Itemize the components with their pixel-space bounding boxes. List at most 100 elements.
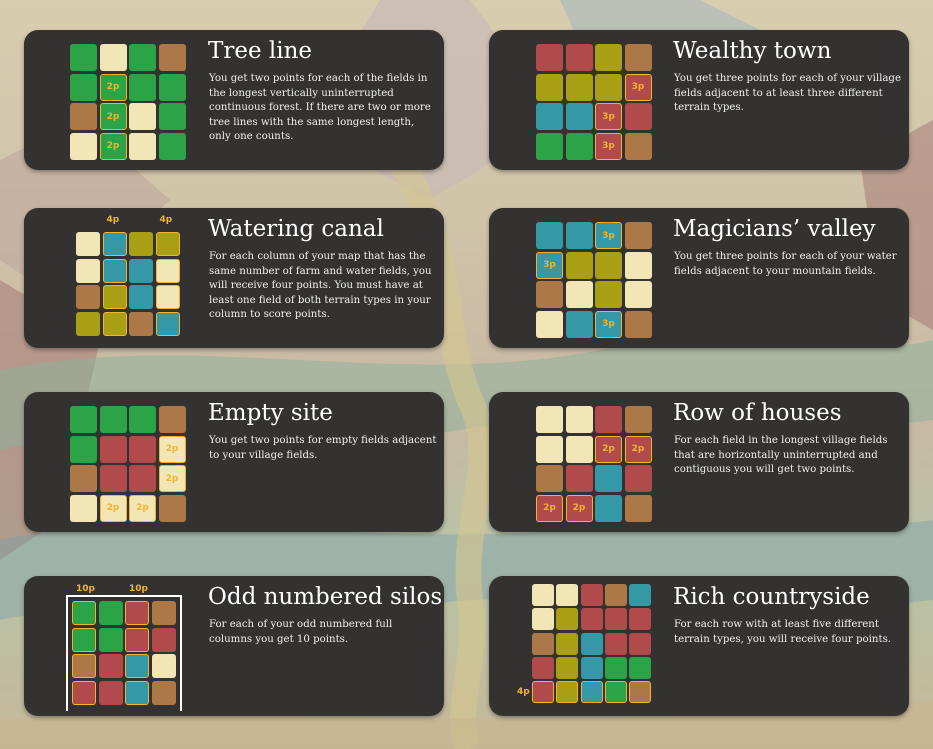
row-score-label: 4p xyxy=(517,687,530,698)
map-cell-village xyxy=(532,656,554,679)
map-cell-water xyxy=(536,222,563,249)
card-title: Wealthy town xyxy=(673,38,832,64)
map-cell-farm xyxy=(565,281,593,308)
map-cell-water: 3p xyxy=(595,310,622,338)
map-cell-forest xyxy=(98,601,123,625)
map-cell-farm xyxy=(151,654,176,678)
map-cell-forest xyxy=(158,132,186,160)
scoring-card[interactable]: Watering canal For each column of your ma… xyxy=(24,208,444,348)
map-cell-water xyxy=(102,258,127,283)
map-cell-water xyxy=(125,654,149,678)
map-cell-monster xyxy=(102,311,127,336)
map-cell-empty xyxy=(72,654,96,678)
map-cell-empty xyxy=(536,281,563,308)
map-cell-empty xyxy=(624,222,652,249)
map-cell-empty xyxy=(536,465,563,492)
card-description: You get three points for each of your wa… xyxy=(674,251,897,277)
map-cell-village xyxy=(532,681,554,704)
map-cell-water xyxy=(595,494,622,522)
card-title: Odd numbered silos xyxy=(208,584,443,610)
map-cell-forest xyxy=(604,681,627,704)
map-cell-water: 3p xyxy=(595,222,622,249)
card-title: Empty site xyxy=(208,400,333,426)
map-cell-forest: 2p xyxy=(99,73,127,101)
map-cell-farm: 2p xyxy=(99,494,127,522)
column-score-label: 10p xyxy=(76,584,95,594)
map-cell-village xyxy=(536,44,563,71)
map-cell-monster xyxy=(556,608,579,631)
map-cell-empty xyxy=(76,285,100,309)
map-cell-forest xyxy=(72,601,96,625)
map-cell-water xyxy=(595,465,622,492)
card-description: You get three points for each of your vi… xyxy=(674,73,901,113)
map-cell-water xyxy=(565,310,593,338)
map-cell-farm xyxy=(565,406,593,433)
map-cell-village xyxy=(98,654,123,678)
map-cell-monster xyxy=(556,656,579,679)
map-cell-farm xyxy=(155,258,180,283)
map-cell-monster xyxy=(595,44,622,71)
column-bracket xyxy=(66,595,68,711)
map-cell-village xyxy=(565,44,593,71)
map-cell-village xyxy=(604,608,627,631)
scoring-card[interactable]: Odd numbered silos For each of your odd n… xyxy=(24,576,444,716)
column-bracket xyxy=(179,595,182,711)
scoring-card[interactable]: Wealthy town You get three points for eac… xyxy=(489,30,909,170)
map-cell-farm xyxy=(70,132,97,160)
map-cell-water xyxy=(536,103,563,130)
card-description: You get two points for empty fields adja… xyxy=(209,435,437,461)
map-cell-village xyxy=(565,465,593,492)
map-cell-village: 2p xyxy=(536,494,563,522)
map-cell-water xyxy=(129,258,153,283)
map-cell-farm: 2p xyxy=(158,465,186,492)
map-cell-farm xyxy=(532,608,554,631)
map-cell-forest xyxy=(98,627,123,652)
map-cell-empty xyxy=(158,44,186,71)
map-cell-village xyxy=(624,465,652,492)
map-cell-water xyxy=(155,311,180,336)
map-cell-forest xyxy=(604,656,627,679)
scoring-card[interactable]: Rich countryside For each row with at lea… xyxy=(489,576,909,716)
map-cell-water xyxy=(565,103,593,130)
map-cell-empty xyxy=(624,310,652,338)
scoring-card[interactable]: Row of houses For each field in the longe… xyxy=(489,392,909,532)
map-cell-empty xyxy=(151,680,176,705)
card-description: For each of your odd numbered full colum… xyxy=(209,619,393,645)
card-title: Magicians’ valley xyxy=(673,216,876,242)
map-cell-water xyxy=(629,584,652,606)
column-score-label: 10p xyxy=(129,584,148,594)
card-title: Watering canal xyxy=(208,216,384,242)
column-bracket xyxy=(66,595,182,597)
map-cell-empty xyxy=(151,601,176,625)
map-cell-village: 3p xyxy=(595,132,622,160)
map-cell-village xyxy=(125,627,149,652)
map-cell-forest: 2p xyxy=(99,103,127,130)
scoring-card[interactable]: Tree line You get two points for each of … xyxy=(24,30,444,170)
map-cell-forest xyxy=(629,656,652,679)
map-cell-monster xyxy=(565,251,593,279)
map-cell-village: 3p xyxy=(624,73,652,101)
map-cell-village xyxy=(98,680,123,705)
map-cell-empty xyxy=(70,465,97,492)
map-cell-empty xyxy=(624,494,652,522)
card-title: Tree line xyxy=(208,38,313,64)
map-cell-farm xyxy=(532,584,554,606)
card-description: For each field in the longest village fi… xyxy=(674,435,888,475)
card-description: For each row with at least five differen… xyxy=(674,619,892,645)
map-cell-empty xyxy=(624,44,652,71)
map-cell-monster xyxy=(129,232,153,256)
scoring-card[interactable]: Magicians’ valley You get three points fo… xyxy=(489,208,909,348)
map-cell-monster xyxy=(595,251,622,279)
map-cell-forest xyxy=(99,406,127,433)
map-cell-village xyxy=(629,632,652,655)
map-cell-forest xyxy=(158,73,186,101)
map-cell-empty xyxy=(629,681,652,704)
scoring-card[interactable]: Empty site You get two points for empty f… xyxy=(24,392,444,532)
map-cell-forest xyxy=(70,435,97,463)
map-cell-water xyxy=(129,285,153,309)
map-cell-monster xyxy=(155,232,180,256)
map-cell-farm: 2p xyxy=(129,494,156,522)
map-cell-farm xyxy=(536,310,563,338)
column-score-label: 4p xyxy=(106,215,120,225)
map-cell-village xyxy=(129,435,156,463)
